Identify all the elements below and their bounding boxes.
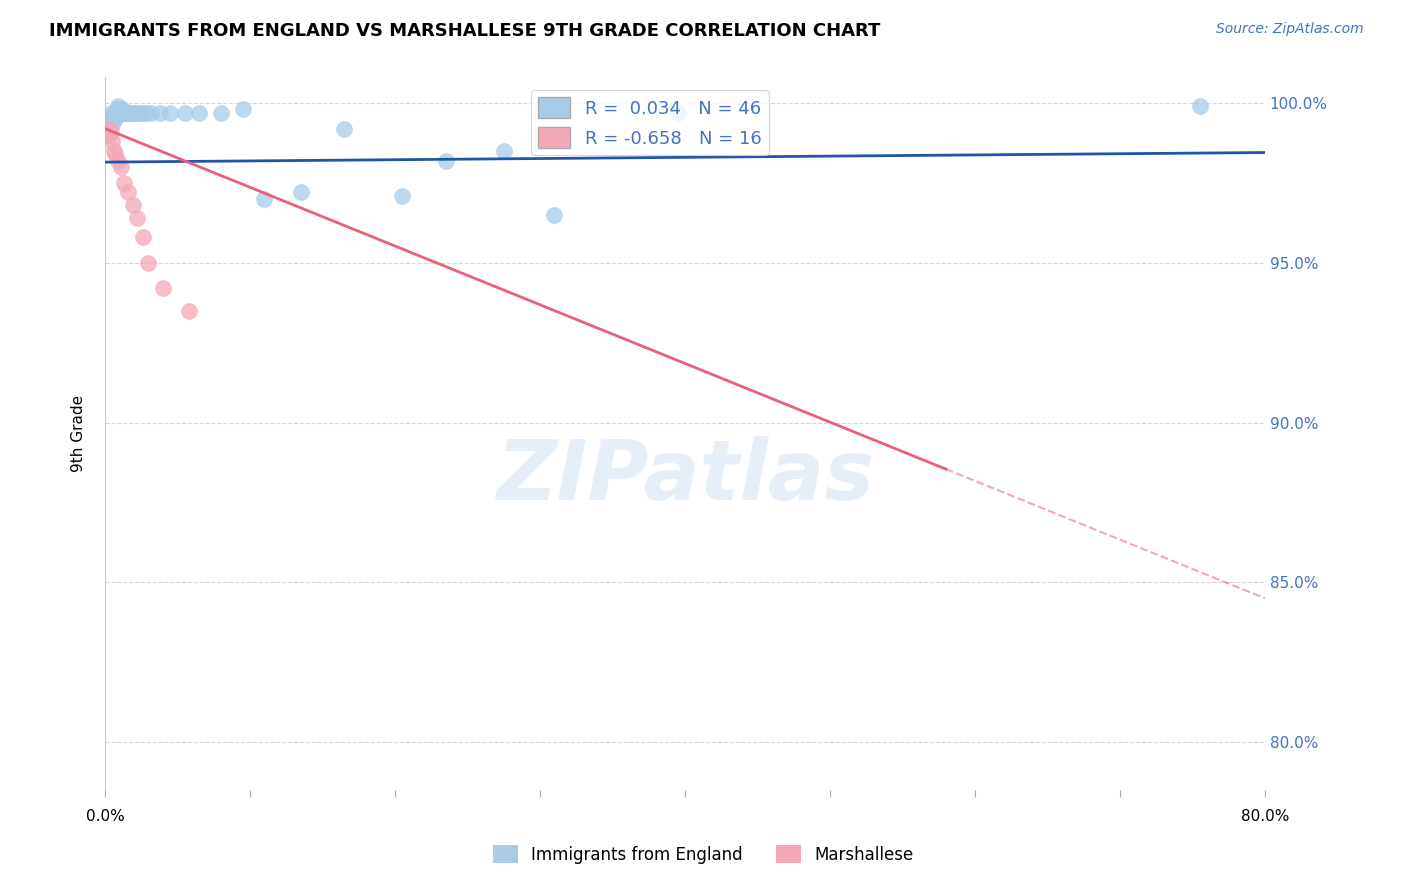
Text: ZIPatlas: ZIPatlas [496, 436, 875, 517]
Text: 0.0%: 0.0% [86, 809, 124, 824]
Point [118, 105, 141, 120]
Point [108, 103, 131, 117]
Y-axis label: 9th Grade: 9th Grade [72, 395, 86, 472]
Point [101, 109, 124, 123]
Point [105, 103, 128, 117]
Point [188, 105, 211, 120]
Point [333, 121, 356, 136]
Point [666, 105, 689, 120]
Point [125, 211, 148, 225]
Point [128, 105, 150, 120]
Point [141, 105, 163, 120]
Text: IMMIGRANTS FROM ENGLAND VS MARSHALLESE 9TH GRADE CORRELATION CHART: IMMIGRANTS FROM ENGLAND VS MARSHALLESE 9… [49, 22, 880, 40]
Point [131, 105, 153, 120]
Point [391, 188, 413, 202]
Point [149, 105, 172, 120]
Point [125, 105, 148, 120]
Point [253, 192, 276, 206]
Point [108, 105, 131, 120]
Point [101, 134, 124, 148]
Text: Source: ZipAtlas.com: Source: ZipAtlas.com [1216, 22, 1364, 37]
Point [159, 105, 181, 120]
Point [117, 186, 139, 200]
Point [100, 105, 122, 120]
Point [131, 230, 153, 244]
Point [120, 105, 142, 120]
Point [121, 198, 143, 212]
Point [152, 281, 174, 295]
Point [107, 99, 129, 113]
Point [122, 105, 145, 120]
Point [543, 208, 565, 222]
Point [104, 112, 127, 126]
Point [103, 109, 125, 123]
Point [98, 121, 121, 136]
Point [115, 105, 138, 120]
Legend: R =  0.034   N = 46, R = -0.658   N = 16: R = 0.034 N = 46, R = -0.658 N = 16 [530, 90, 769, 155]
Point [98, 112, 121, 126]
Text: 80.0%: 80.0% [1240, 809, 1289, 824]
Point [97, 128, 120, 142]
Point [104, 105, 127, 120]
Legend: Immigrants from England, Marshallese: Immigrants from England, Marshallese [486, 838, 920, 871]
Point [290, 186, 312, 200]
Point [117, 105, 139, 120]
Point [110, 103, 132, 117]
Point [101, 119, 124, 133]
Point [97, 128, 120, 142]
Point [98, 119, 121, 133]
Point [232, 103, 254, 117]
Point [111, 103, 134, 117]
Point [177, 303, 200, 318]
Point [107, 153, 129, 168]
Point [173, 105, 195, 120]
Point [114, 105, 136, 120]
Point [100, 125, 122, 139]
Point [103, 144, 125, 158]
Point [135, 105, 157, 120]
Point [492, 144, 515, 158]
Point [112, 105, 135, 120]
Point [121, 105, 143, 120]
Point [104, 147, 127, 161]
Point [112, 176, 135, 190]
Point [138, 256, 160, 270]
Point [100, 115, 122, 129]
Point [209, 105, 232, 120]
Point [105, 109, 128, 123]
Point [107, 103, 129, 117]
Point [434, 153, 457, 168]
Point [110, 160, 132, 174]
Point [1188, 99, 1211, 113]
